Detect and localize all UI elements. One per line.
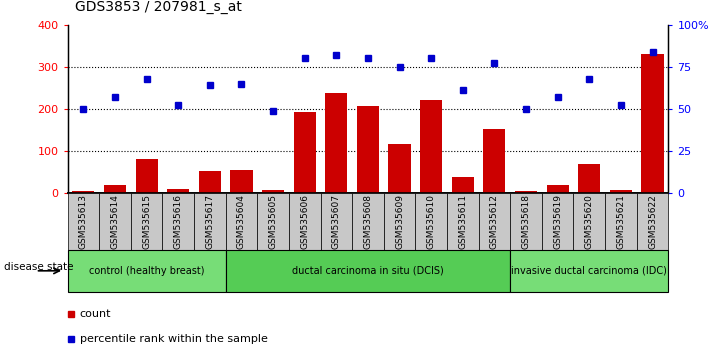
Bar — [510, 193, 542, 250]
Text: count: count — [80, 308, 111, 319]
Text: GSM535607: GSM535607 — [332, 194, 341, 249]
Text: GSM535614: GSM535614 — [110, 194, 119, 249]
Bar — [451, 177, 474, 193]
Bar — [167, 189, 189, 193]
Bar — [388, 144, 411, 193]
Bar — [483, 129, 506, 193]
Text: GSM535613: GSM535613 — [79, 194, 88, 249]
Text: GSM535617: GSM535617 — [205, 194, 214, 249]
Bar — [257, 193, 289, 250]
Bar — [547, 185, 569, 193]
Bar — [510, 250, 668, 292]
Bar — [637, 193, 668, 250]
Bar — [68, 193, 99, 250]
Bar — [610, 190, 632, 193]
Text: GSM535609: GSM535609 — [395, 194, 404, 249]
Text: invasive ductal carcinoma (IDC): invasive ductal carcinoma (IDC) — [511, 266, 667, 276]
Bar — [574, 193, 605, 250]
Text: GSM535616: GSM535616 — [173, 194, 183, 249]
Bar — [479, 193, 510, 250]
Text: GSM535610: GSM535610 — [427, 194, 436, 249]
Text: GDS3853 / 207981_s_at: GDS3853 / 207981_s_at — [75, 0, 242, 14]
Bar — [73, 191, 95, 193]
Bar — [357, 106, 379, 193]
Text: GSM535605: GSM535605 — [269, 194, 277, 249]
Bar — [230, 170, 252, 193]
Text: GSM535621: GSM535621 — [616, 194, 626, 249]
Bar — [415, 193, 447, 250]
Text: percentile rank within the sample: percentile rank within the sample — [80, 334, 267, 344]
Text: disease state: disease state — [4, 262, 73, 272]
Text: GSM535612: GSM535612 — [490, 194, 499, 249]
Text: GSM535606: GSM535606 — [300, 194, 309, 249]
Bar — [136, 159, 158, 193]
Bar — [289, 193, 321, 250]
Bar — [162, 193, 194, 250]
Text: GSM535604: GSM535604 — [237, 194, 246, 249]
Bar — [294, 112, 316, 193]
Bar — [578, 164, 600, 193]
Text: ductal carcinoma in situ (DCIS): ductal carcinoma in situ (DCIS) — [292, 266, 444, 276]
Bar — [68, 250, 225, 292]
Text: GSM535615: GSM535615 — [142, 194, 151, 249]
Bar — [104, 184, 126, 193]
Bar — [352, 193, 384, 250]
Bar — [194, 193, 225, 250]
Bar — [325, 93, 348, 193]
Bar — [542, 193, 574, 250]
Bar — [447, 193, 479, 250]
Text: GSM535620: GSM535620 — [584, 194, 594, 249]
Text: GSM535618: GSM535618 — [522, 194, 530, 249]
Bar — [199, 171, 221, 193]
Bar — [99, 193, 131, 250]
Bar — [641, 54, 663, 193]
Text: GSM535622: GSM535622 — [648, 194, 657, 249]
Text: GSM535619: GSM535619 — [553, 194, 562, 249]
Bar — [420, 101, 442, 193]
Text: GSM535611: GSM535611 — [459, 194, 467, 249]
Text: GSM535608: GSM535608 — [363, 194, 373, 249]
Bar — [131, 193, 162, 250]
Bar — [321, 193, 352, 250]
Text: control (healthy breast): control (healthy breast) — [89, 266, 204, 276]
Bar — [605, 193, 637, 250]
Bar — [515, 191, 537, 193]
Bar — [384, 193, 415, 250]
Bar — [225, 193, 257, 250]
Bar — [225, 250, 510, 292]
Bar — [262, 190, 284, 193]
